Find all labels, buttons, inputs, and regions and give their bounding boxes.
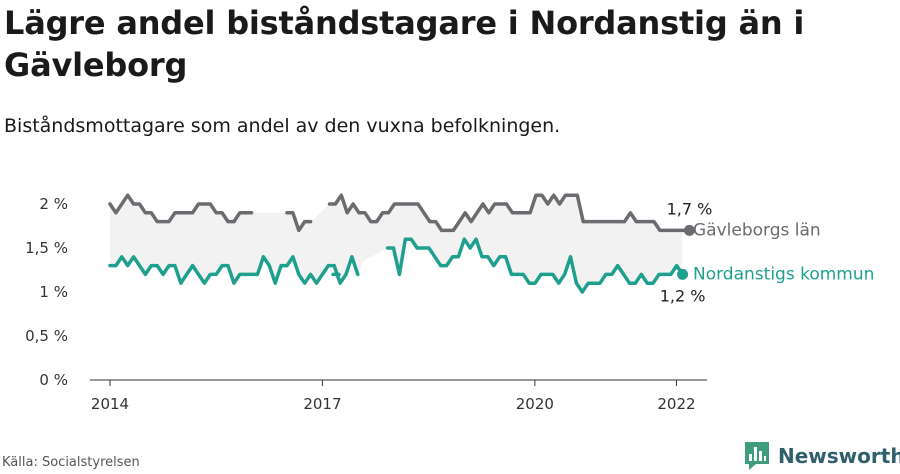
- gavleborg-value-label: 1,7 %: [667, 199, 713, 218]
- chart-subtitle: Biståndsmottagare som andel av den vuxna…: [4, 115, 561, 137]
- gavleborg-series-line: [285, 211, 313, 233]
- band-area: [110, 195, 683, 292]
- chart-title: Lägre andel biståndstagare i Nordanstig …: [4, 4, 805, 84]
- nordanstig-value-label: 1,2 %: [660, 286, 706, 305]
- y-tick-label: 1,5 %: [25, 239, 68, 257]
- range-band: [110, 195, 683, 292]
- axes: 0 % 0,5 % 1 % 1,5 % 2 % 2014 2017 2020 2022: [25, 195, 707, 413]
- nordanstig-end-point: [677, 268, 689, 280]
- newsworthy-logo: Newsworthy: [744, 440, 900, 472]
- y-tick-label: 0 %: [39, 371, 68, 389]
- gavleborg-end-point: [683, 224, 695, 236]
- newsworthy-logo-icon: [745, 442, 769, 470]
- nordanstig-series-name: Nordanstigs kommun: [693, 264, 874, 284]
- series-lines: [108, 193, 695, 294]
- x-tick-label: 2022: [657, 395, 695, 413]
- x-tick-label: 2020: [516, 395, 554, 413]
- y-tick-label: 1 %: [39, 283, 68, 301]
- x-tick-label: 2017: [303, 395, 341, 413]
- x-tick-label: 2014: [91, 395, 129, 413]
- series-labels: 1,7 % 1,2 % Gävleborgs län Nordanstigs komm…: [660, 199, 875, 305]
- newsworthy-wordmark: Newsworthy: [778, 444, 900, 468]
- y-tick-label: 0,5 %: [25, 327, 68, 345]
- gavleborg-series-line: [108, 193, 254, 224]
- y-tick-label: 2 %: [39, 195, 68, 213]
- gavleborg-series-name: Gävleborgs län: [693, 220, 821, 240]
- gavleborg-series-line: [327, 193, 692, 233]
- source-note: Källa: Socialstyrelsen: [2, 455, 140, 470]
- nordanstig-series-line: [108, 255, 360, 285]
- nordanstig-series-line: [385, 237, 685, 294]
